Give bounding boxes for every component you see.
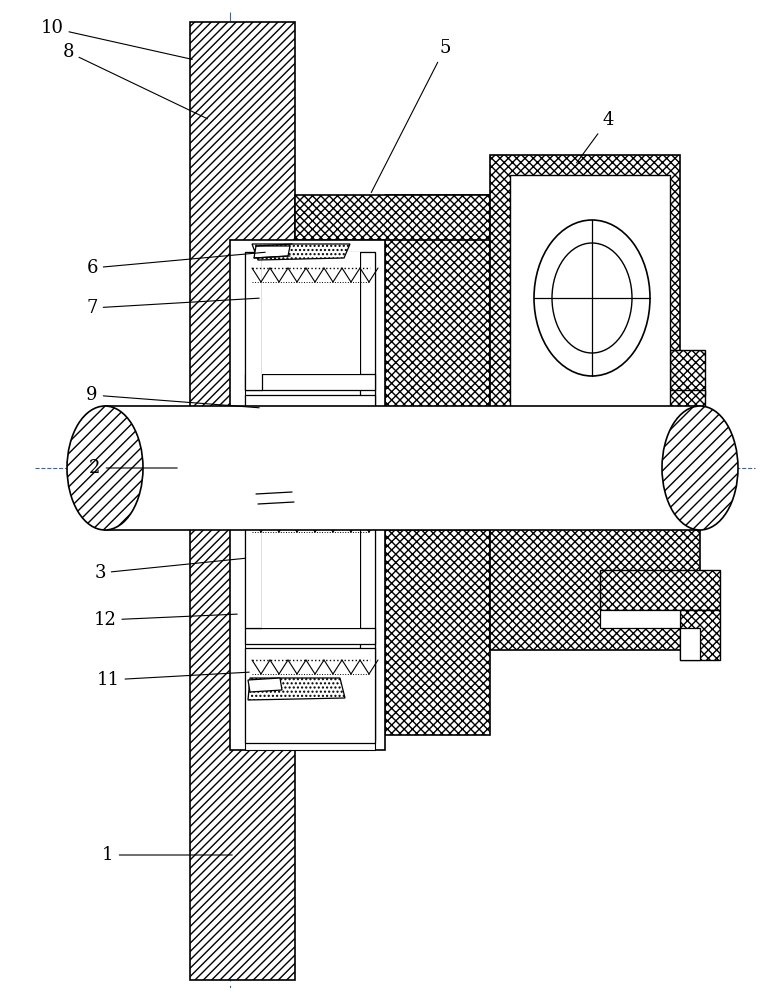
Bar <box>190 22 295 450</box>
Bar <box>295 490 490 530</box>
Polygon shape <box>248 428 282 442</box>
Bar <box>262 252 360 374</box>
Text: 10: 10 <box>40 19 192 59</box>
Bar <box>245 648 375 743</box>
Bar <box>655 390 705 408</box>
Polygon shape <box>256 492 292 504</box>
Bar <box>230 490 385 750</box>
Bar <box>105 406 700 530</box>
Text: 12: 12 <box>93 611 237 629</box>
Ellipse shape <box>552 243 632 353</box>
Text: 5: 5 <box>371 39 451 193</box>
Bar <box>510 175 670 415</box>
Bar <box>245 502 375 750</box>
Bar <box>385 490 490 735</box>
Text: 6: 6 <box>86 252 265 277</box>
Polygon shape <box>252 244 350 260</box>
Bar <box>360 502 375 740</box>
Text: 8: 8 <box>62 43 207 119</box>
Polygon shape <box>248 678 345 700</box>
Text: 11: 11 <box>96 671 249 689</box>
Text: 4: 4 <box>577 111 614 163</box>
Bar <box>230 240 385 450</box>
Bar <box>190 490 295 980</box>
Bar <box>262 502 360 628</box>
Bar <box>360 252 375 440</box>
Text: 9: 9 <box>86 386 260 408</box>
Bar <box>245 252 375 440</box>
Polygon shape <box>254 246 290 258</box>
Polygon shape <box>248 678 282 692</box>
Bar <box>670 350 705 395</box>
Bar <box>245 395 375 450</box>
Ellipse shape <box>67 406 143 530</box>
Bar <box>245 628 375 644</box>
Bar <box>245 374 375 390</box>
Bar <box>245 252 262 390</box>
Text: 2: 2 <box>89 459 177 477</box>
Bar <box>245 502 262 628</box>
Bar <box>385 195 490 450</box>
Bar <box>600 610 680 628</box>
Ellipse shape <box>534 220 650 376</box>
Text: 7: 7 <box>86 298 260 317</box>
Bar <box>295 195 490 240</box>
Bar <box>490 490 700 650</box>
Ellipse shape <box>662 406 738 530</box>
Polygon shape <box>252 492 350 508</box>
Text: 1: 1 <box>103 846 232 864</box>
Bar <box>600 570 720 610</box>
Bar <box>680 628 700 660</box>
Text: 3: 3 <box>94 558 246 582</box>
Polygon shape <box>248 428 345 450</box>
Bar <box>680 610 720 660</box>
Bar <box>490 155 680 430</box>
